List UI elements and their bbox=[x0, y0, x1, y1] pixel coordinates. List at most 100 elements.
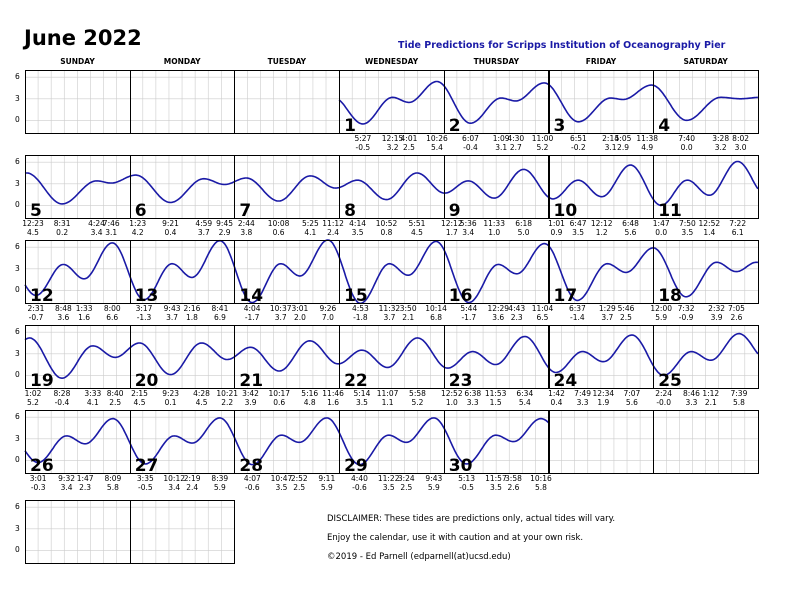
tide-time: 8:41 bbox=[211, 304, 229, 313]
day-cell[interactable]: 21 bbox=[234, 325, 341, 391]
tide-entry: 4:14 3.5 bbox=[349, 219, 366, 237]
tide-entry: 6:34 5.4 bbox=[516, 389, 533, 407]
day-cell[interactable]: 29 bbox=[339, 410, 445, 476]
tide-height: 1.5 bbox=[489, 397, 502, 407]
day-cell[interactable]: 18 bbox=[653, 240, 759, 306]
tide-entry: 1:47 0.0 bbox=[653, 219, 670, 237]
tide-height: 6.1 bbox=[731, 227, 744, 237]
day-cell[interactable]: 3 bbox=[548, 70, 655, 136]
tide-time: 4:30 bbox=[507, 134, 525, 143]
day-cell[interactable]: 9 bbox=[443, 155, 550, 221]
day-cell[interactable]: 26 bbox=[25, 410, 131, 476]
tide-height: -1.8 bbox=[353, 312, 368, 322]
day-cell[interactable]: 22 bbox=[339, 325, 445, 391]
day-cell[interactable] bbox=[129, 70, 236, 134]
tide-time: 10:08 bbox=[267, 219, 290, 228]
day-cell[interactable]: 4 bbox=[653, 70, 759, 136]
day-cell[interactable]: 20 bbox=[129, 325, 236, 391]
day-cell[interactable] bbox=[25, 500, 131, 564]
day-cell[interactable]: 25 bbox=[653, 325, 759, 391]
tide-chart bbox=[24, 239, 758, 305]
tide-time: 3:24 bbox=[397, 474, 415, 483]
tide-height: 3.7 bbox=[601, 312, 614, 322]
tide-time: 11:53 bbox=[484, 389, 507, 398]
day-cell[interactable]: 7 bbox=[234, 155, 341, 221]
day-cell[interactable]: 28 bbox=[234, 410, 341, 476]
tide-time: 2:15 bbox=[131, 389, 148, 398]
tide-height: 3.5 bbox=[355, 397, 368, 407]
tide-entry: 12:29 3.6 bbox=[487, 304, 509, 322]
day-cell[interactable]: 19 bbox=[25, 325, 131, 391]
day-cell[interactable]: 5 bbox=[25, 155, 131, 221]
day-cell[interactable]: 12 bbox=[25, 240, 131, 306]
day-cell[interactable] bbox=[234, 70, 341, 134]
tide-entry: 3:24 2.5 bbox=[397, 474, 415, 492]
tide-height: 1.0 bbox=[445, 397, 458, 407]
tide-time: 4:24 bbox=[88, 219, 105, 228]
tide-time: 1:42 bbox=[548, 389, 565, 398]
tide-entry: 2:52 2.5 bbox=[291, 474, 308, 492]
day-cell[interactable]: 2 bbox=[443, 70, 550, 136]
tide-time: 11:33 bbox=[483, 219, 505, 228]
tide-entry: 3:58 2.6 bbox=[505, 474, 522, 492]
tide-time: 5:16 bbox=[301, 389, 319, 398]
day-cell[interactable]: 17 bbox=[548, 240, 655, 306]
day-cell[interactable]: 30 bbox=[443, 410, 550, 476]
day-cell[interactable]: 8 bbox=[339, 155, 445, 221]
tide-entry: 1:29 3.7 bbox=[599, 304, 616, 322]
tide-height: 5.9 bbox=[655, 312, 668, 322]
day-cell[interactable]: 6 bbox=[129, 155, 236, 221]
tide-height: 3.7 bbox=[383, 312, 396, 322]
tide-time: 3:01 bbox=[291, 304, 309, 313]
tide-height: 0.1 bbox=[164, 397, 177, 407]
tide-time: 1:33 bbox=[75, 304, 93, 313]
tide-entry: 7:32 -0.9 bbox=[678, 304, 695, 322]
tide-entry: 5:51 4.5 bbox=[409, 219, 426, 237]
tide-entry: 1:12 2.1 bbox=[702, 389, 719, 407]
tide-chart bbox=[24, 155, 759, 219]
day-number: 7 bbox=[239, 201, 252, 221]
day-cell[interactable] bbox=[653, 410, 759, 474]
day-cell[interactable]: 24 bbox=[548, 325, 655, 391]
tide-time: 4:14 bbox=[349, 219, 366, 228]
tide-height: 6.8 bbox=[430, 312, 443, 322]
tide-time: 12:15 bbox=[381, 134, 404, 143]
day-cell[interactable]: 13 bbox=[129, 240, 236, 306]
day-cell[interactable]: 23 bbox=[443, 325, 550, 391]
day-cell[interactable]: 27 bbox=[129, 410, 236, 476]
day-cell[interactable]: 16 bbox=[443, 240, 550, 306]
tide-height: 3.7 bbox=[274, 312, 287, 322]
tide-curve bbox=[24, 332, 759, 380]
day-cell[interactable] bbox=[548, 410, 655, 474]
tide-height: 3.6 bbox=[57, 312, 70, 322]
tide-height: 3.1 bbox=[105, 227, 118, 237]
tide-entry: 3:42 3.9 bbox=[242, 389, 259, 407]
day-cell[interactable]: 10 bbox=[548, 155, 655, 221]
tide-height: 1.8 bbox=[185, 312, 198, 322]
day-cell[interactable] bbox=[25, 70, 131, 134]
tide-entry: 8:46 3.3 bbox=[683, 389, 700, 407]
day-cell[interactable]: 15 bbox=[339, 240, 445, 306]
tide-time: 3:50 bbox=[399, 304, 417, 313]
tide-time: 9:45 bbox=[216, 219, 233, 228]
tide-entry: 8:09 5.8 bbox=[104, 474, 121, 492]
week-row: 6 3 0 5 12:23 4.5 8:31 0.2 4:24 3.4 7:46 3.1 6 1:23 4.… bbox=[15, 155, 759, 236]
day-cell[interactable]: 14 bbox=[234, 240, 341, 306]
tide-height: 3.5 bbox=[275, 482, 288, 492]
tide-entry: 5:46 2.5 bbox=[618, 304, 635, 322]
tide-chart bbox=[24, 325, 759, 389]
day-cell[interactable] bbox=[129, 500, 236, 564]
tide-time: 5:25 bbox=[301, 219, 319, 228]
tide-entry: 2:14 3.1 bbox=[602, 134, 619, 152]
copyright-text: ©2019 - Ed Parnell (edparnell(at)ucsd.ed… bbox=[327, 552, 511, 562]
tide-height: 1.4 bbox=[703, 227, 716, 237]
tide-height: 2.3 bbox=[79, 482, 92, 492]
day-cell[interactable]: 11 bbox=[653, 155, 759, 221]
tide-entry: 11:57 3.5 bbox=[485, 474, 507, 492]
day-cell[interactable]: 1 bbox=[339, 70, 445, 136]
tide-time: 2:14 bbox=[602, 134, 619, 143]
day-number: 14 bbox=[239, 286, 264, 306]
day-number: 18 bbox=[658, 286, 682, 306]
tide-entry: 3:01 -0.3 bbox=[30, 474, 47, 492]
tide-time: 5:13 bbox=[458, 474, 475, 483]
